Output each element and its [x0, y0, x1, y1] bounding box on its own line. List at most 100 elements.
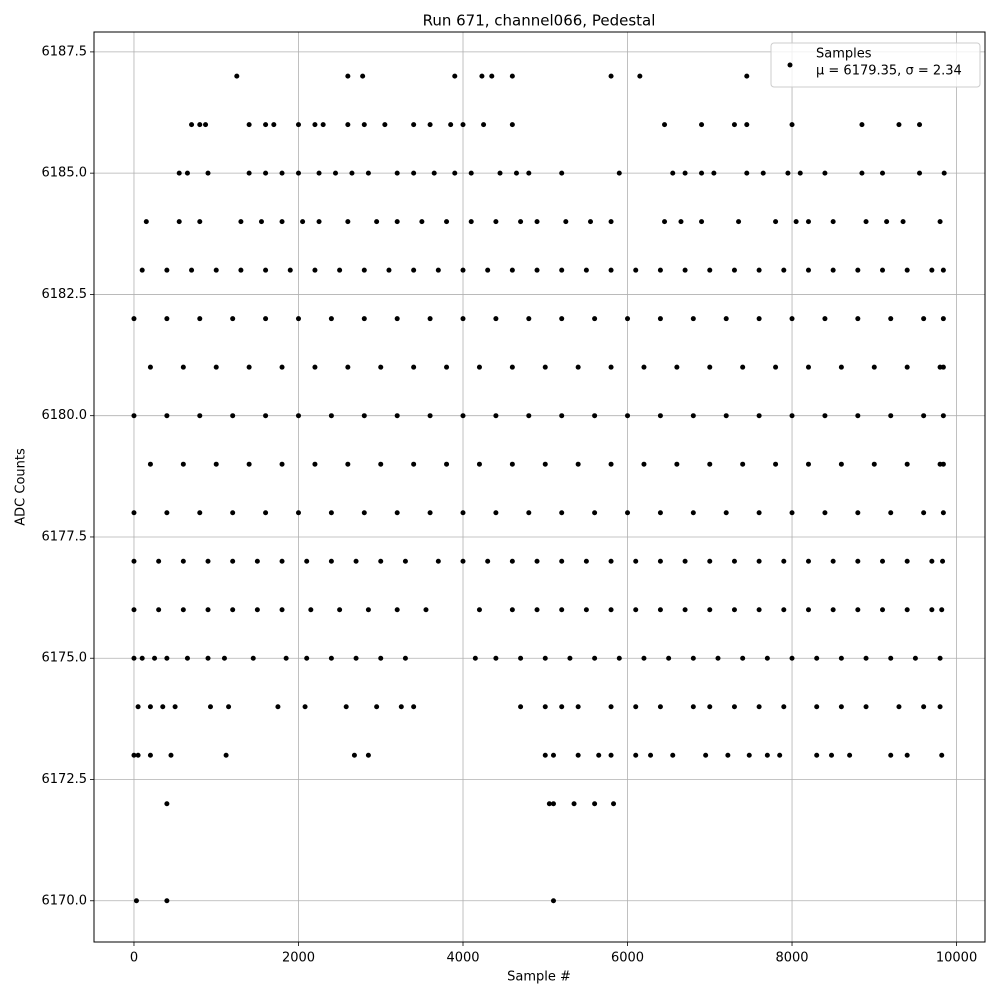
point — [207, 704, 213, 710]
point — [939, 607, 945, 613]
point — [518, 704, 524, 710]
y-tick-label: 6172.5 — [42, 772, 88, 787]
point — [378, 364, 384, 370]
point — [797, 170, 803, 176]
point — [378, 558, 384, 564]
point — [423, 607, 429, 613]
point — [690, 510, 696, 516]
point — [164, 898, 170, 904]
point — [723, 510, 729, 516]
point — [164, 801, 170, 807]
point — [518, 219, 524, 225]
point — [476, 461, 482, 467]
point — [295, 170, 301, 176]
point — [361, 267, 367, 273]
point — [411, 364, 417, 370]
point — [830, 607, 836, 613]
point — [542, 704, 548, 710]
point — [657, 316, 663, 322]
point — [131, 655, 137, 661]
point — [180, 558, 186, 564]
point — [147, 752, 153, 758]
point — [230, 558, 236, 564]
point — [822, 413, 828, 419]
x-tick-label: 4000 — [446, 951, 479, 966]
point — [838, 461, 844, 467]
point — [197, 219, 203, 225]
point — [509, 73, 515, 79]
point — [884, 219, 890, 225]
point — [608, 219, 614, 225]
point — [509, 461, 515, 467]
point — [328, 510, 334, 516]
point — [468, 170, 474, 176]
point — [131, 510, 137, 516]
point — [690, 655, 696, 661]
point — [279, 558, 285, 564]
point — [448, 122, 454, 128]
point — [283, 655, 289, 661]
point — [131, 316, 137, 322]
point — [345, 73, 351, 79]
point — [164, 510, 170, 516]
point — [781, 267, 787, 273]
point — [904, 752, 910, 758]
point — [279, 607, 285, 613]
y-tick-label: 6182.5 — [42, 287, 88, 302]
point — [444, 219, 450, 225]
x-tick-label: 8000 — [775, 951, 808, 966]
point — [168, 752, 174, 758]
point — [351, 752, 357, 758]
point — [345, 219, 351, 225]
point — [563, 219, 569, 225]
point — [164, 267, 170, 273]
chart-title: Run 671, channel066, Pedestal — [423, 12, 656, 30]
point — [571, 801, 577, 807]
point — [805, 219, 811, 225]
point — [213, 267, 219, 273]
point — [402, 655, 408, 661]
point — [230, 316, 236, 322]
point — [238, 219, 244, 225]
point — [493, 316, 499, 322]
point — [731, 607, 737, 613]
point — [929, 267, 935, 273]
y-tick-label: 6180.0 — [42, 408, 88, 423]
point — [394, 316, 400, 322]
point — [592, 510, 598, 516]
point — [805, 607, 811, 613]
point — [707, 558, 713, 564]
point — [164, 316, 170, 322]
x-tick-label: 10000 — [936, 951, 977, 966]
point — [156, 607, 162, 613]
point — [263, 316, 269, 322]
point — [781, 607, 787, 613]
point — [398, 704, 404, 710]
point — [744, 73, 750, 79]
point — [690, 413, 696, 419]
y-tick-label: 6177.5 — [42, 529, 88, 544]
point — [246, 461, 252, 467]
point — [411, 122, 417, 128]
point — [666, 655, 672, 661]
point — [246, 170, 252, 176]
point — [238, 267, 244, 273]
point — [479, 73, 485, 79]
point — [814, 752, 820, 758]
point — [497, 170, 503, 176]
point — [147, 364, 153, 370]
point — [575, 704, 581, 710]
point — [904, 558, 910, 564]
point — [740, 461, 746, 467]
point — [312, 122, 318, 128]
y-tick-label: 6187.5 — [42, 44, 88, 59]
point — [287, 267, 293, 273]
point — [460, 510, 466, 516]
point — [940, 413, 946, 419]
point — [725, 752, 731, 758]
point — [888, 510, 894, 516]
point — [625, 413, 631, 419]
point — [452, 73, 458, 79]
point — [254, 607, 260, 613]
point — [143, 219, 149, 225]
